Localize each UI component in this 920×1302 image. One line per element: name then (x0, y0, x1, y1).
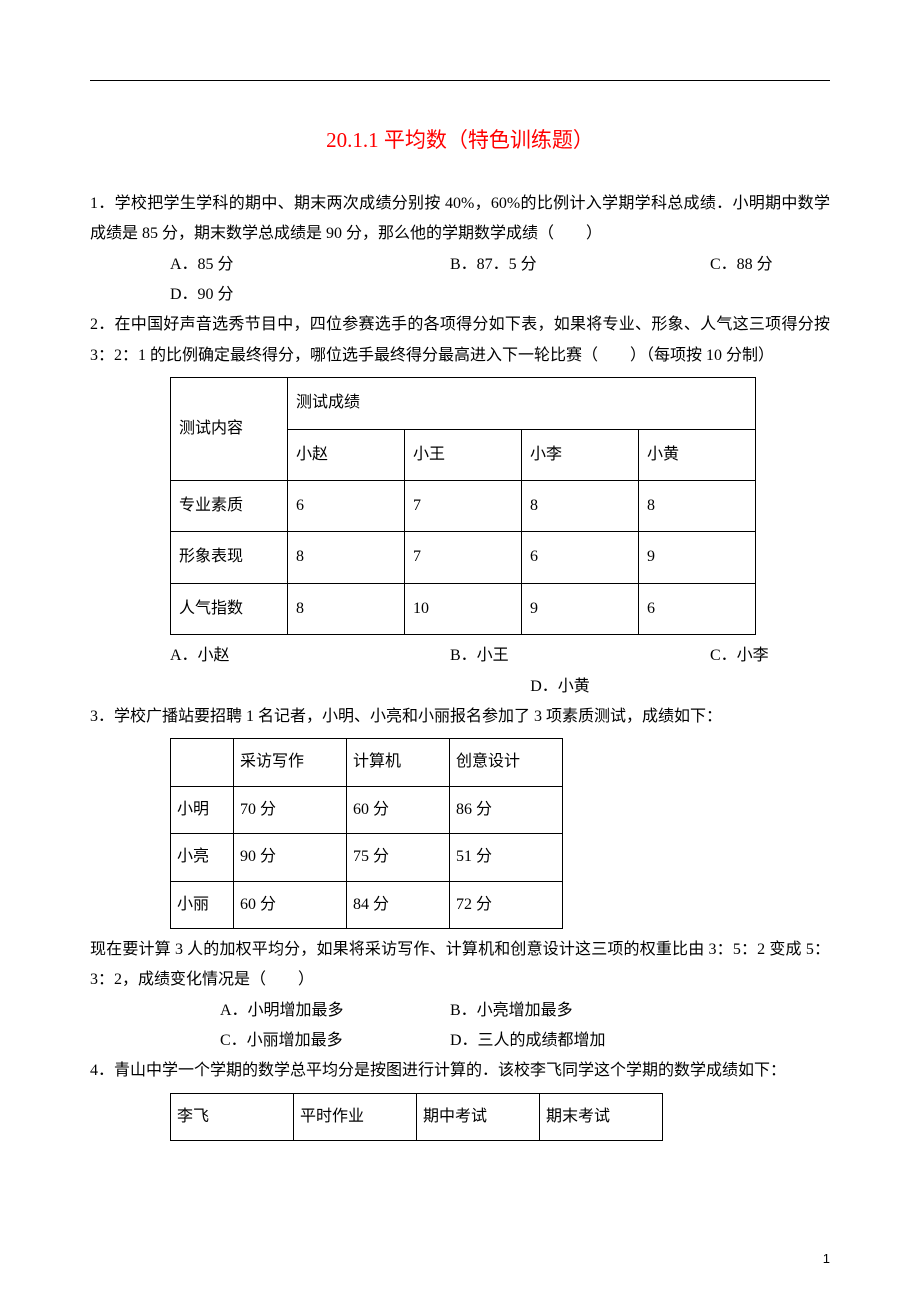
table-row: 小亮 90 分 75 分 51 分 (171, 834, 563, 881)
table-row: 专业素质 6 7 8 8 (171, 481, 756, 532)
table-row: 小明 70 分 60 分 86 分 (171, 786, 563, 833)
q4-col-1: 平时作业 (294, 1093, 417, 1140)
q2-r1-label: 形象表现 (171, 532, 288, 583)
q2-table: 测试内容 测试成绩 小赵 小王 小李 小黄 专业素质 6 7 8 8 形象表现 … (170, 377, 756, 635)
q3-r1-v1: 75 分 (347, 834, 450, 881)
q2-th-score: 测试成绩 (288, 378, 756, 429)
q3-r2-v1: 84 分 (347, 881, 450, 928)
q3-col-3: 创意设计 (450, 739, 563, 786)
page-number: 1 (823, 1247, 830, 1272)
table-row: 形象表现 8 7 6 9 (171, 532, 756, 583)
q3-r1-v0: 90 分 (234, 834, 347, 881)
q2-r1-v3: 9 (639, 532, 756, 583)
question-1-options-row1: A．85 分 B．87．5 分 C．88 分 (170, 250, 830, 280)
question-2-text: 2．在中国好声音选秀节目中，四位参赛选手的各项得分如下表，如果将专业、形象、人气… (90, 310, 830, 371)
top-horizontal-rule (90, 80, 830, 81)
table-row: 采访写作 计算机 创意设计 (171, 739, 563, 786)
q3-option-d: D．三人的成绩都增加 (450, 1026, 680, 1056)
q3-r2-label: 小丽 (171, 881, 234, 928)
q3-option-b: B．小亮增加最多 (450, 996, 680, 1026)
q2-r2-v0: 8 (288, 583, 405, 634)
question-2-options-row1: A．小赵 B．小王 C．小李 (170, 641, 830, 671)
q2-r1-v0: 8 (288, 532, 405, 583)
q2-r0-v2: 8 (522, 481, 639, 532)
question-3-text2: 现在要计算 3 人的加权平均分，如果将采访写作、计算机和创意设计这三项的权重比由… (90, 935, 830, 996)
q3-col-2: 计算机 (347, 739, 450, 786)
question-1-text: 1．学校把学生学科的期中、期末两次成绩分别按 40%，60%的比例计入学期学科总… (90, 189, 830, 250)
q4-col-0: 李飞 (171, 1093, 294, 1140)
q4-table: 李飞 平时作业 期中考试 期末考试 (170, 1093, 663, 1141)
q1-option-b: B．87．5 分 (450, 250, 710, 280)
q2-r1-v1: 7 (405, 532, 522, 583)
q3-r0-label: 小明 (171, 786, 234, 833)
q2-r0-v3: 8 (639, 481, 756, 532)
q1-option-c: C．88 分 (710, 250, 773, 280)
q2-th-content: 测试内容 (171, 378, 288, 481)
document-title: 20.1.1 平均数（特色训练题） (90, 121, 830, 161)
q2-r1-v2: 6 (522, 532, 639, 583)
q3-r0-v0: 70 分 (234, 786, 347, 833)
q2-option-c: C．小李 (710, 641, 769, 671)
q2-r0-v1: 7 (405, 481, 522, 532)
q2-col-0: 小赵 (288, 429, 405, 480)
q2-r0-label: 专业素质 (171, 481, 288, 532)
q3-table: 采访写作 计算机 创意设计 小明 70 分 60 分 86 分 小亮 90 分 … (170, 738, 563, 929)
q2-option-d: D．小黄 (290, 672, 830, 702)
question-4-text: 4．青山中学一个学期的数学总平均分是按图进行计算的．该校李飞同学这个学期的数学成… (90, 1056, 830, 1086)
q3-col-0 (171, 739, 234, 786)
question-3-options: A．小明增加最多 B．小亮增加最多 C．小丽增加最多 D．三人的成绩都增加 (220, 996, 830, 1057)
q3-r2-v0: 60 分 (234, 881, 347, 928)
q2-option-a: A．小赵 (170, 641, 450, 671)
q4-col-2: 期中考试 (417, 1093, 540, 1140)
q2-r2-v1: 10 (405, 583, 522, 634)
q3-r0-v1: 60 分 (347, 786, 450, 833)
q3-option-a: A．小明增加最多 (220, 996, 450, 1026)
q2-r0-v0: 6 (288, 481, 405, 532)
q2-col-2: 小李 (522, 429, 639, 480)
q2-r2-v2: 9 (522, 583, 639, 634)
table-row: 李飞 平时作业 期中考试 期末考试 (171, 1093, 663, 1140)
q3-r1-label: 小亮 (171, 834, 234, 881)
q3-r0-v2: 86 分 (450, 786, 563, 833)
q2-option-b: B．小王 (450, 641, 710, 671)
table-row: 测试内容 测试成绩 (171, 378, 756, 429)
table-row: 人气指数 8 10 9 6 (171, 583, 756, 634)
q2-col-1: 小王 (405, 429, 522, 480)
q1-option-a: A．85 分 (170, 250, 450, 280)
document-page: 20.1.1 平均数（特色训练题） 1．学校把学生学科的期中、期末两次成绩分别按… (0, 0, 920, 1302)
q2-r2-v3: 6 (639, 583, 756, 634)
table-row: 小丽 60 分 84 分 72 分 (171, 881, 563, 928)
q4-col-3: 期末考试 (540, 1093, 663, 1140)
q2-col-3: 小黄 (639, 429, 756, 480)
q2-r2-label: 人气指数 (171, 583, 288, 634)
q1-option-d: D．90 分 (170, 280, 830, 310)
q3-col-1: 采访写作 (234, 739, 347, 786)
q3-r2-v2: 72 分 (450, 881, 563, 928)
q3-r1-v2: 51 分 (450, 834, 563, 881)
question-3-text: 3．学校广播站要招聘 1 名记者，小明、小亮和小丽报名参加了 3 项素质测试，成… (90, 702, 830, 732)
q3-option-c: C．小丽增加最多 (220, 1026, 450, 1056)
